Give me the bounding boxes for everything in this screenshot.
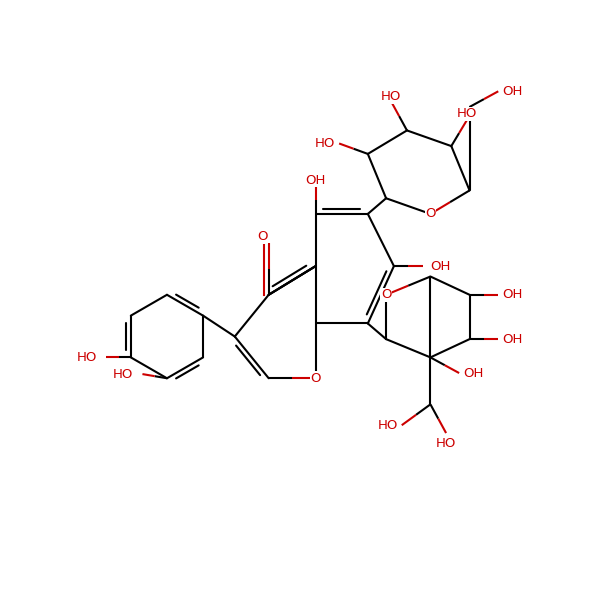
Text: OH: OH [305, 173, 326, 187]
Text: HO: HO [378, 419, 398, 432]
Text: HO: HO [315, 137, 335, 150]
Text: HO: HO [113, 368, 133, 380]
Text: OH: OH [463, 367, 483, 380]
Text: O: O [425, 208, 436, 220]
Text: OH: OH [502, 288, 522, 301]
Text: HO: HO [381, 90, 401, 103]
Text: HO: HO [77, 351, 97, 364]
Text: HO: HO [436, 437, 456, 450]
Text: O: O [381, 288, 391, 301]
Text: HO: HO [457, 107, 477, 120]
Text: OH: OH [502, 85, 522, 98]
Text: OH: OH [502, 332, 522, 346]
Text: O: O [310, 372, 321, 385]
Text: OH: OH [430, 260, 451, 272]
Text: O: O [257, 230, 268, 243]
